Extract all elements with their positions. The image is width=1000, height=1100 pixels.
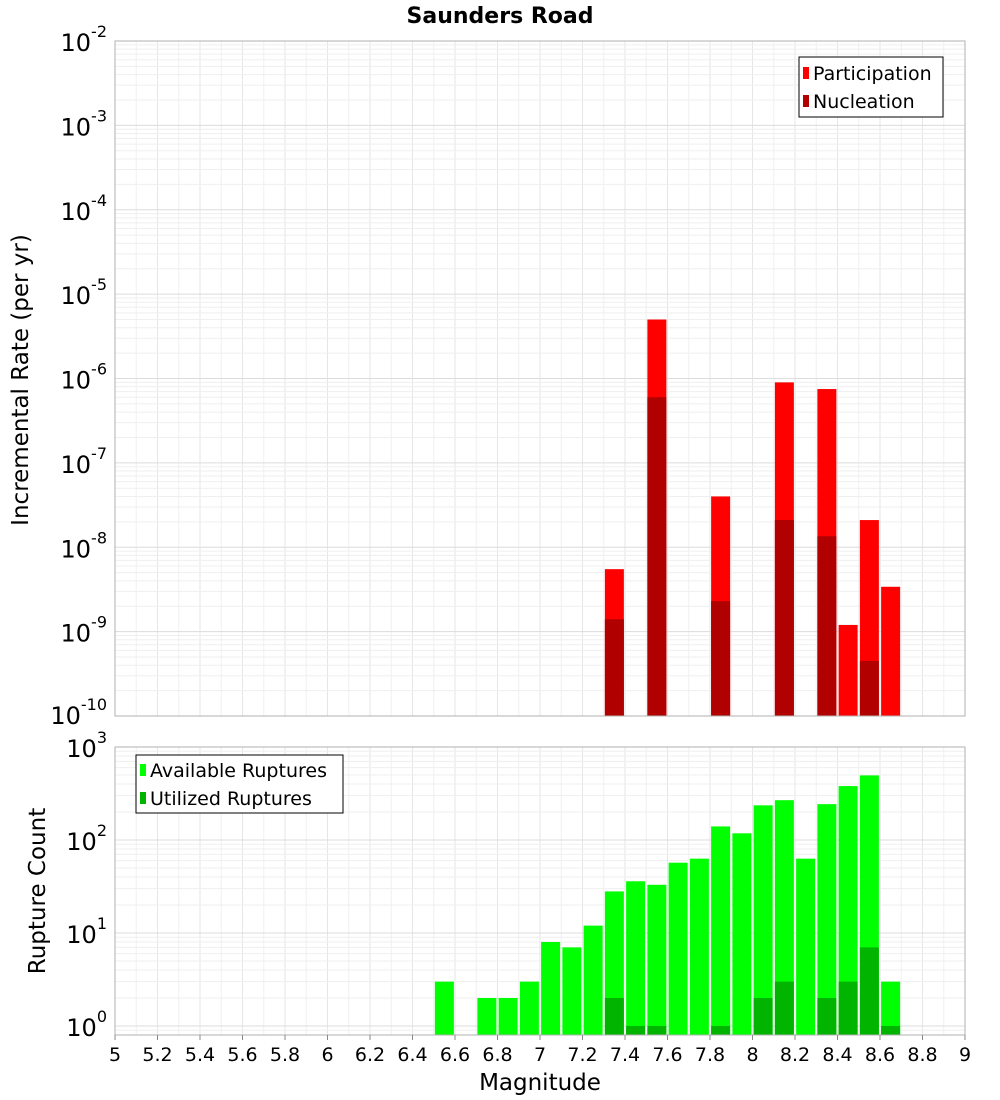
- x-tick-label: 7.4: [610, 1044, 640, 1066]
- top-y-tick-label: 10-8: [61, 528, 108, 563]
- bar-available-ruptures: [498, 997, 518, 1035]
- bar-available-ruptures: [519, 981, 539, 1035]
- legend-label-available-ruptures: Available Ruptures: [150, 760, 327, 782]
- bar-available-ruptures: [753, 805, 773, 1035]
- x-tick-label: 8.8: [907, 1044, 937, 1066]
- top-grid: [115, 40, 965, 717]
- x-axis-label: Magnitude: [479, 1070, 601, 1096]
- x-tick-label: 8.4: [822, 1044, 852, 1066]
- bar-available-ruptures: [541, 942, 561, 1035]
- top-y-tick-label: 10-10: [50, 695, 107, 730]
- x-tick-label: 7: [534, 1044, 546, 1066]
- bar-utilized-ruptures: [626, 1025, 646, 1035]
- bar-available-ruptures: [881, 981, 901, 1035]
- top-y-tick-label: 10-9: [61, 613, 108, 648]
- bar-utilized-ruptures: [711, 1025, 731, 1035]
- bar-utilized-ruptures: [604, 997, 624, 1035]
- bar-available-ruptures: [647, 884, 667, 1035]
- x-tick-label: 5.2: [142, 1044, 172, 1066]
- x-tick-label: 6: [321, 1044, 333, 1066]
- bottom-y-tick-label: 100: [66, 1007, 107, 1042]
- top-panel: 10-2 10-3 10-4 10-5 10-6 10-7 10-8 10-9 10-10 In…: [8, 22, 966, 730]
- bar-utilized-ruptures: [753, 997, 773, 1035]
- x-tick-label: 5.8: [270, 1044, 300, 1066]
- x-tick-label: 6.6: [440, 1044, 470, 1066]
- bar-available-ruptures: [817, 804, 837, 1035]
- bar-nucleation: [817, 536, 837, 716]
- bar-available-ruptures: [774, 800, 794, 1035]
- legend-label-nucleation: Nucleation: [813, 91, 915, 113]
- bar-available-ruptures: [583, 925, 603, 1035]
- bar-available-ruptures: [477, 997, 497, 1035]
- chart-title: Saunders Road: [407, 4, 594, 29]
- bar-participation: [838, 624, 858, 716]
- bar-available-ruptures: [838, 786, 858, 1035]
- bar-nucleation: [774, 520, 794, 716]
- bar-nucleation: [711, 601, 731, 716]
- bar-available-ruptures: [796, 858, 816, 1035]
- bar-utilized-ruptures: [859, 947, 879, 1035]
- bar-available-ruptures: [668, 862, 688, 1035]
- x-tick-label: 7.6: [652, 1044, 682, 1066]
- bottom-panel: 103 102 101 100 5 5.2 5.4 5.6 5.8 6 6.2 6.4 6.6 6.8 7…: [25, 728, 971, 1096]
- bar-available-ruptures: [562, 947, 582, 1035]
- x-tick-label: 5.4: [185, 1044, 215, 1066]
- legend-swatch-participation: [803, 67, 809, 79]
- bar-utilized-ruptures: [838, 981, 858, 1035]
- bar-nucleation: [859, 660, 879, 716]
- bar-utilized-ruptures: [817, 997, 837, 1035]
- bar-utilized-ruptures: [881, 1025, 901, 1035]
- x-tick-label: 5: [109, 1044, 121, 1066]
- x-tick-labels: 5 5.2 5.4 5.6 5.8 6 6.2 6.4 6.6 6.8 7 7.2 7.4 7.6 7.8 8…: [109, 1035, 971, 1066]
- legend-swatch-utilized-ruptures: [140, 792, 146, 804]
- bar-available-ruptures: [689, 858, 709, 1035]
- bar-available-ruptures: [711, 826, 731, 1035]
- legend-swatch-available-ruptures: [140, 764, 146, 776]
- x-tick-label: 8: [746, 1044, 758, 1066]
- bottom-legend-box: [135, 754, 344, 814]
- bar-available-ruptures: [434, 981, 454, 1035]
- bottom-bars: [434, 775, 901, 1035]
- bar-participation: [881, 586, 901, 716]
- bottom-y-tick-label: 101: [66, 914, 107, 949]
- bar-nucleation: [647, 397, 667, 716]
- x-tick-label: 8.6: [865, 1044, 895, 1066]
- bottom-y-axis-label: Rupture Count: [25, 808, 51, 974]
- legend-label-participation: Participation: [813, 63, 932, 85]
- top-bars: [604, 319, 901, 716]
- top-legend: Participation Nucleation: [798, 56, 944, 118]
- top-plot-frame: [114, 40, 966, 717]
- top-legend-box: [798, 56, 944, 118]
- x-tick-label: 6.4: [397, 1044, 427, 1066]
- top-y-axis-label: Incremental Rate (per yr): [8, 234, 34, 526]
- top-y-tick-label: 10-6: [61, 360, 108, 395]
- x-tick-label: 7.8: [695, 1044, 725, 1066]
- top-y-tick-label: 10-4: [61, 191, 108, 226]
- top-y-tick-labels: 10-2 10-3 10-4 10-5 10-6 10-7 10-8 10-9 10-10: [50, 22, 107, 730]
- bottom-y-tick-label: 102: [66, 821, 107, 856]
- legend-swatch-nucleation: [803, 95, 809, 107]
- top-y-tick-label: 10-7: [61, 444, 108, 479]
- bottom-y-tick-labels: 103 102 101 100: [66, 728, 107, 1042]
- bar-utilized-ruptures: [647, 1025, 667, 1035]
- bar-nucleation: [604, 619, 624, 716]
- bottom-legend: Available Ruptures Utilized Ruptures: [135, 754, 344, 814]
- bar-available-ruptures: [732, 833, 752, 1035]
- bar-available-ruptures: [626, 881, 646, 1035]
- top-y-tick-label: 10-2: [61, 22, 108, 57]
- bottom-y-tick-label: 103: [66, 728, 107, 763]
- x-tick-label: 7.2: [567, 1044, 597, 1066]
- top-y-tick-label: 10-3: [61, 106, 108, 141]
- x-tick-label: 8.2: [780, 1044, 810, 1066]
- bar-utilized-ruptures: [774, 981, 794, 1035]
- x-tick-label: 6.2: [355, 1044, 385, 1066]
- x-tick-label: 9: [959, 1044, 971, 1066]
- x-tick-label: 6.8: [482, 1044, 512, 1066]
- legend-label-utilized-ruptures: Utilized Ruptures: [150, 788, 312, 810]
- top-y-tick-label: 10-5: [61, 275, 108, 310]
- x-tick-label: 5.6: [227, 1044, 257, 1066]
